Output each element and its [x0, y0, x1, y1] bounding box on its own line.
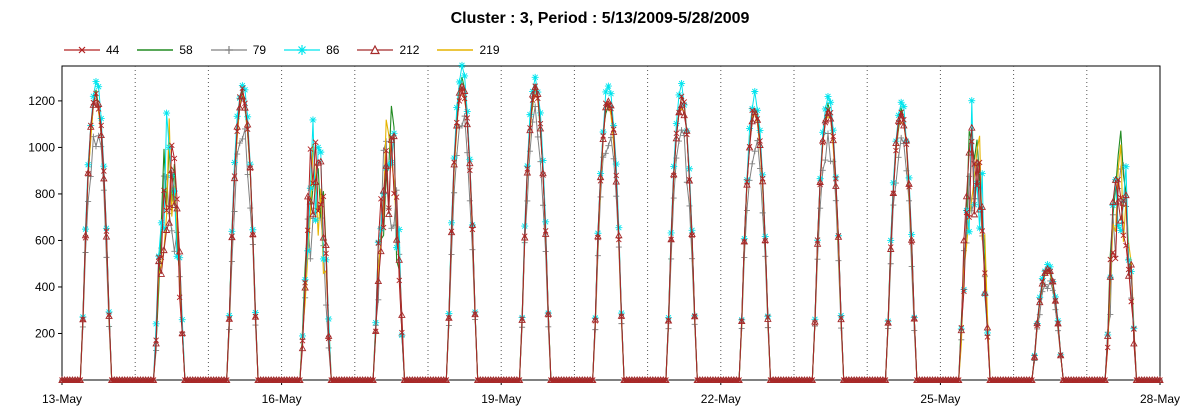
legend-item-44: 44	[64, 43, 119, 57]
y-tick-label-1200: 1200	[28, 94, 55, 108]
legend-swatch-58	[137, 49, 174, 51]
series-line-212	[62, 85, 1160, 381]
series-markers-44	[59, 83, 1163, 383]
plot-frame	[61, 65, 1161, 381]
series-markers-212	[58, 82, 1164, 383]
series-line-44	[62, 86, 1160, 381]
x-tick-label-1: 16-May	[262, 392, 302, 406]
series-line-58	[62, 76, 1160, 381]
x-tick-label-0: 13-May	[42, 392, 82, 406]
legend-item-212: 212	[357, 43, 419, 57]
legend-item-58: 58	[137, 43, 193, 57]
x-tick-label-3: 22-May	[701, 392, 741, 406]
y-tick-label-800: 800	[35, 187, 55, 201]
legend-swatch-79	[210, 46, 247, 54]
y-tick-label-200: 200	[35, 326, 55, 340]
legend-label-219: 219	[479, 43, 500, 57]
legend-item-86: 86	[284, 43, 339, 57]
legend: 44 58 79 86 212 219	[64, 42, 518, 58]
legend-label-44: 44	[106, 43, 120, 57]
legend-item-79: 79	[210, 43, 267, 57]
legend-label-86: 86	[326, 43, 340, 57]
chart-title: Cluster : 3, Period : 5/13/2009-5/28/200…	[450, 10, 750, 27]
y-tick-label-600: 600	[35, 233, 55, 247]
series-markers-79	[59, 103, 1163, 383]
legend-swatch-86	[284, 45, 321, 55]
legend-item-219: 219	[437, 43, 500, 57]
x-tick-label-5: 28-May	[1140, 392, 1180, 406]
y-tick-label-400: 400	[35, 280, 55, 294]
x-tick-label-4: 25-May	[920, 392, 960, 406]
legend-swatch-212	[357, 44, 394, 55]
series-line-79	[62, 106, 1160, 381]
legend-swatch-44	[64, 46, 100, 54]
legend-label-212: 212	[399, 43, 420, 57]
legend-label-58: 58	[179, 43, 193, 57]
legend-swatch-219	[437, 49, 474, 51]
legend-label-79: 79	[252, 43, 267, 57]
x-tick-label-2: 19-May	[481, 392, 521, 406]
y-tick-label-1000: 1000	[28, 140, 55, 154]
